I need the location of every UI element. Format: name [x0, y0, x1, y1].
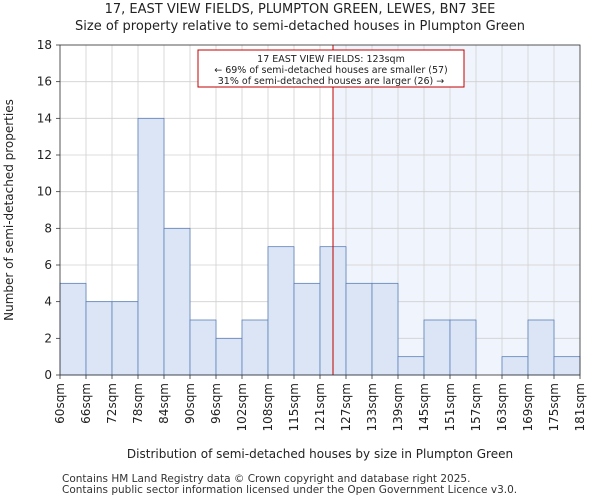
- x-tick-label: 108sqm: [261, 383, 275, 431]
- bar-90sqm: [189, 319, 217, 376]
- bar-163sqm: [501, 356, 529, 376]
- x-tick-label: 163sqm: [495, 383, 509, 431]
- y-tick-label: 12: [37, 148, 52, 162]
- x-tick-label: 157sqm: [469, 383, 483, 431]
- bar-78sqm: [137, 117, 165, 376]
- bar-175sqm: [553, 356, 581, 376]
- x-tick-label: 139sqm: [391, 383, 405, 431]
- y-tick-label: 10: [37, 185, 52, 199]
- bar-102sqm: [241, 319, 269, 376]
- bar-72sqm: [111, 301, 139, 376]
- y-tick-label: 0: [44, 368, 52, 382]
- x-tick-label: 84sqm: [157, 383, 171, 424]
- bar-145sqm: [423, 319, 451, 376]
- x-tick-label: 151sqm: [443, 383, 457, 431]
- x-tick-label: 60sqm: [53, 383, 67, 424]
- footer-line-2: Contains public sector information licen…: [62, 484, 518, 496]
- x-tick-label: 78sqm: [131, 383, 145, 424]
- y-tick-label: 8: [44, 221, 52, 235]
- chart-subtitle: Size of property relative to semi-detach…: [75, 19, 525, 34]
- x-ticks: 60sqm 66sqm 72sqm 78sqm 84sqm 90sqm 96sqm 102sq…: [53, 375, 587, 431]
- x-tick-label: 96sqm: [209, 383, 223, 424]
- bar-127sqm: [345, 282, 373, 376]
- bars-group: [59, 117, 581, 376]
- y-tick-label: 2: [44, 331, 52, 345]
- y-tick-label: 14: [37, 111, 52, 125]
- y-ticks: 0 2 4 6 8 10 12 14 16 18: [37, 38, 60, 382]
- x-tick-label: 145sqm: [417, 383, 431, 431]
- bar-169sqm: [527, 319, 555, 376]
- x-tick-label: 175sqm: [547, 383, 561, 431]
- chart-title: 17, EAST VIEW FIELDS, PLUMPTON GREEN, LE…: [104, 2, 496, 17]
- x-tick-label: 102sqm: [235, 383, 249, 431]
- y-tick-label: 16: [37, 75, 52, 89]
- x-axis-label: Distribution of semi-detached houses by …: [127, 447, 513, 461]
- x-tick-label: 181sqm: [573, 383, 587, 431]
- x-tick-label: 72sqm: [105, 383, 119, 424]
- bar-84sqm: [163, 227, 191, 376]
- x-tick-label: 115sqm: [287, 383, 301, 431]
- bar-139sqm: [397, 356, 425, 376]
- x-tick-label: 90sqm: [183, 383, 197, 424]
- x-tick-label: 127sqm: [339, 383, 353, 431]
- annotation-line-2: ← 69% of semi-detached houses are smalle…: [214, 65, 448, 76]
- y-tick-label: 6: [44, 258, 52, 272]
- x-tick-label: 133sqm: [365, 383, 379, 431]
- y-axis-label: Number of semi-detached properties: [2, 99, 16, 321]
- annotation-line-3: 31% of semi-detached houses are larger (…: [218, 76, 445, 87]
- annotation-line-1: 17 EAST VIEW FIELDS: 123sqm: [257, 54, 405, 65]
- bar-108sqm: [267, 246, 295, 376]
- bar-66sqm: [85, 301, 113, 376]
- x-tick-label: 121sqm: [313, 383, 327, 431]
- bar-115sqm: [293, 282, 321, 376]
- footer-line-1: Contains HM Land Registry data © Crown c…: [62, 473, 471, 485]
- annotation-box: 17 EAST VIEW FIELDS: 123sqm ← 69% of sem…: [197, 49, 465, 88]
- y-tick-label: 4: [44, 295, 52, 309]
- bar-96sqm: [215, 337, 243, 376]
- bar-133sqm: [371, 282, 399, 376]
- y-tick-label: 18: [37, 38, 52, 52]
- bar-60sqm: [59, 282, 87, 376]
- bar-151sqm: [449, 319, 477, 376]
- x-tick-label: 169sqm: [521, 383, 535, 431]
- x-tick-label: 66sqm: [79, 383, 93, 424]
